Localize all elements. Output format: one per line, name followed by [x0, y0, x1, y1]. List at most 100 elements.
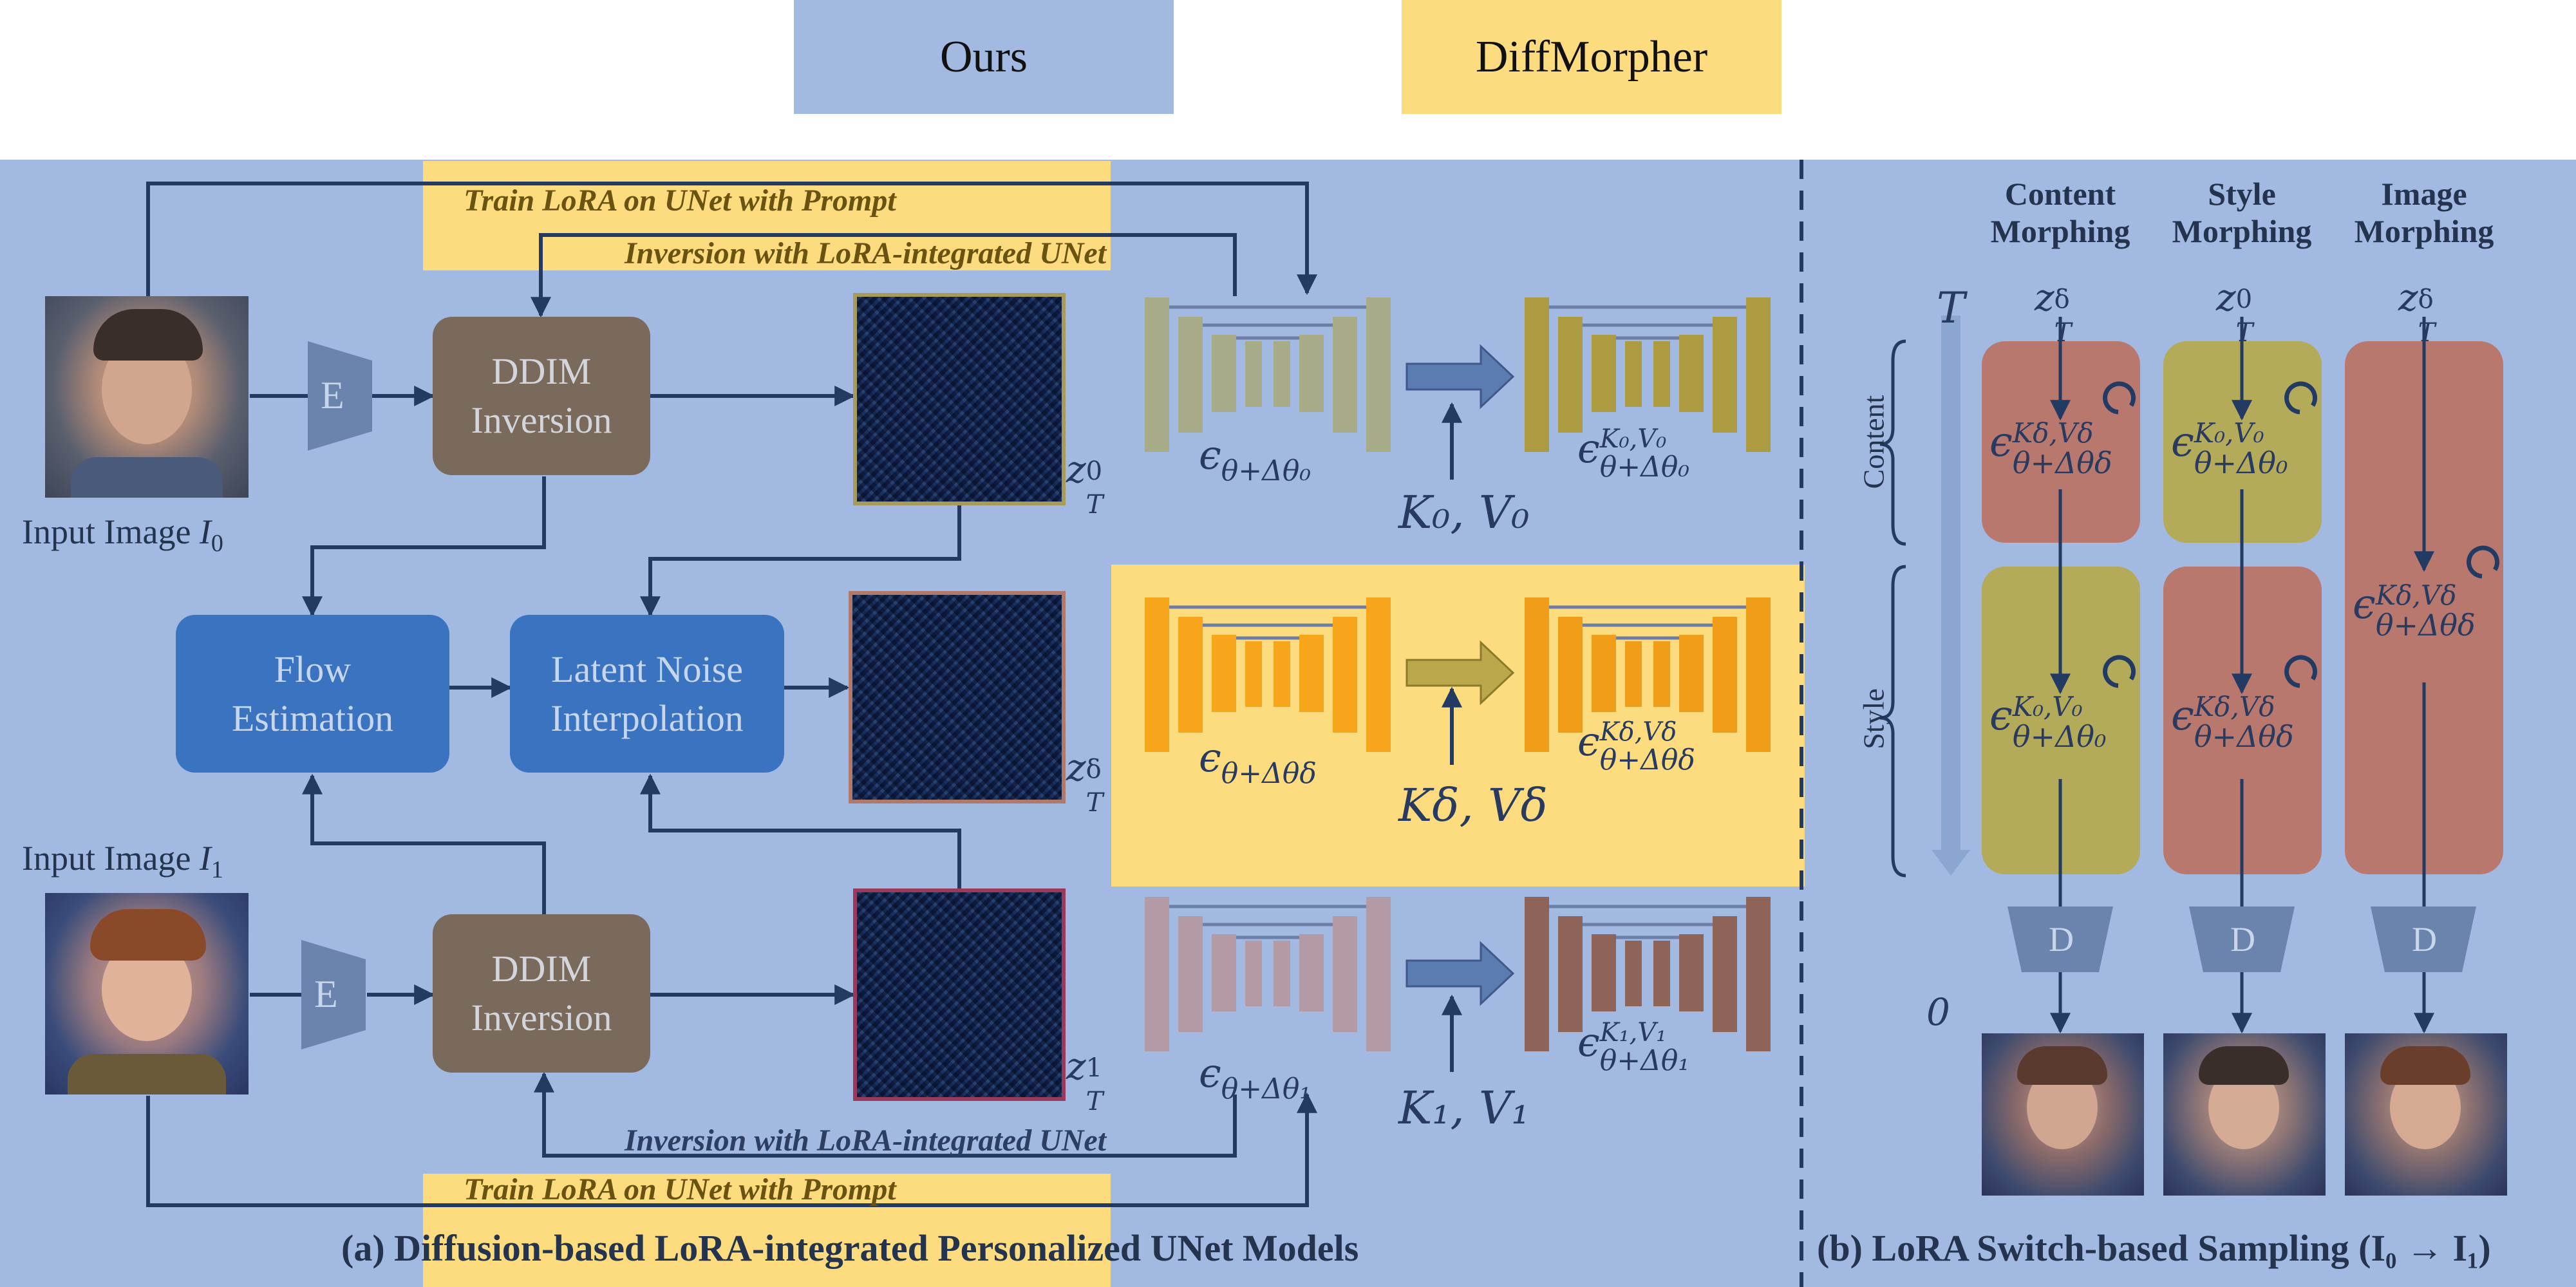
z-mid-sup: δ: [1086, 755, 1102, 784]
ddim-inversion-bottom: DDIM Inversion: [433, 914, 650, 1073]
flow-line1: Flow: [274, 648, 352, 690]
input-label-1-sub: 1: [211, 856, 223, 883]
input-label-0: Input Image I0: [22, 512, 223, 558]
input-label-0-sym: I: [199, 512, 211, 551]
arrow-train-bottom: [146, 1092, 1317, 1207]
z-bot-sub: T: [1086, 1087, 1104, 1116]
block-style-1: [2163, 341, 2322, 543]
eps-bottom-right: ϵ K₁,V₁ θ+Δθ₁: [1577, 1018, 1689, 1077]
eps-c2-sub: θ+Δθ₀: [2012, 719, 2107, 754]
z-style-sub: T: [2235, 318, 2253, 348]
z-style-sup: 0: [2235, 285, 2253, 314]
z-mid-sub: T: [1086, 788, 1104, 818]
kv-bottom: K₁, V₁: [1398, 1082, 1530, 1134]
eps-s2-sub: θ+Δθδ: [2194, 719, 2294, 754]
eps-i-sub: θ+Δθδ: [2375, 608, 2476, 643]
legend-diffmorpher-label: DiffMorpher: [1475, 32, 1708, 82]
z-top-base: z: [1066, 447, 1086, 491]
noise-mid: [849, 591, 1066, 803]
z-mid-base: z: [1066, 746, 1086, 789]
eps-s1-sub: θ+Δθ₀: [2194, 446, 2288, 480]
arrow-ddim-flow-top: [302, 476, 546, 617]
eps-bottom-right-sub: θ+Δθ₁: [1599, 1044, 1689, 1077]
arrow-ddim-flow-bottom: [302, 773, 546, 914]
t-axis-arrow: [1932, 315, 1970, 876]
eps-style-2: ϵ Kδ,Vδ θ+Δθδ: [2171, 691, 2294, 754]
label-inversion-bottom: Inversion with LoRA-integrated UNet: [625, 1123, 1107, 1158]
unet-bottom-left: [1145, 897, 1391, 1051]
input-image-1: [45, 893, 249, 1094]
input-label-0-text: Input Image: [22, 512, 191, 551]
eps-s2-sup: Kδ,Vδ: [2194, 691, 2275, 722]
eps-i-sup: Kδ,Vδ: [2375, 579, 2457, 611]
t-axis-bottom: 0: [1926, 990, 1950, 1034]
eps-mid-left-sub: θ+Δθδ: [1221, 757, 1317, 790]
eps-bottom-left: ϵθ+Δθ₁: [1199, 1049, 1311, 1105]
flow-line2: Estimation: [231, 697, 394, 739]
z-top-sub: T: [1086, 490, 1104, 520]
ddim-bottom-line2: Inversion: [471, 997, 612, 1038]
input-label-0-sub: 0: [211, 529, 223, 557]
highlight-unet-mid: [1111, 565, 1805, 887]
eps-mid-left: ϵθ+Δθδ: [1199, 734, 1317, 790]
decoder-content-label: D: [2049, 920, 2074, 959]
header-image-line2: Morphing: [2354, 213, 2494, 249]
z-image-base: z: [2398, 276, 2418, 319]
loop-icons: [2103, 381, 2499, 688]
caption-right: (b) LoRA Switch-based Sampling (I₀ → I₁): [1817, 1227, 2491, 1269]
encoder-bottom-label: E: [314, 973, 338, 1015]
ddim-top-line1: DDIM: [491, 350, 592, 392]
highlight-train-top: [423, 161, 1111, 270]
arrow-inversion-bottom: [534, 1071, 1237, 1158]
noise-top: [853, 293, 1066, 505]
latent-line1: Latent Noise: [551, 648, 743, 690]
input-label-1-sym: I: [199, 839, 211, 878]
label-train-bottom: Train LoRA on UNet with Prompt: [464, 1172, 896, 1207]
eps-mid-right-sub: θ+Δθδ: [1599, 744, 1695, 776]
highlight-train-bottom: [423, 1174, 1111, 1287]
eps-top-right-sub: θ+Δθ₀: [1599, 451, 1689, 484]
arrow-train-top: [146, 182, 1317, 296]
eps-top-left: ϵθ+Δθ₀: [1199, 431, 1311, 487]
eps-bottom-left-sub: θ+Δθ₁: [1221, 1073, 1311, 1105]
block-image: [2345, 341, 2503, 874]
label-content: Content: [1857, 395, 1890, 489]
eps-top-right: ϵ K₀,V₀ θ+Δθ₀: [1577, 424, 1689, 484]
legend-ours: Ours: [794, 0, 1174, 114]
arrow-noise-latent-top: [640, 502, 961, 617]
decoder-style-label: D: [2230, 920, 2255, 959]
eps-image: ϵ Kδ,Vδ θ+Δθδ: [2353, 579, 2476, 643]
input-label-1: Input Image I1: [22, 838, 223, 884]
z-style-base: z: [2216, 276, 2236, 319]
header-image-line1: Image: [2381, 176, 2467, 212]
kv-top: K₀, V₀: [1398, 486, 1530, 539]
unet-transfer-arrows: [1406, 344, 1515, 1006]
decoder-image-label: D: [2412, 920, 2437, 959]
arrow-noise-latent-bottom: [640, 773, 961, 888]
decoder-style-shape: [2189, 907, 2295, 972]
encoder-bottom-shape: [301, 940, 366, 1049]
noise-bottom: [853, 888, 1066, 1101]
legend-diffmorpher: DiffMorpher: [1402, 0, 1782, 114]
unet-top-left: [1145, 297, 1391, 452]
z-bot-sup: 1: [1086, 1053, 1103, 1083]
unet-mid-right: [1525, 597, 1771, 752]
eps-content-2: ϵ K₀,V₀ θ+Δθ₀: [1989, 691, 2107, 754]
input-image-0: [45, 296, 249, 498]
caption-left: (a) Diffusion-based LoRA-integrated Pers…: [341, 1227, 1359, 1269]
z-top-sup: 0: [1086, 456, 1103, 486]
latent-noise-interpolation: Latent Noise Interpolation: [510, 615, 784, 773]
t-axis-top: T: [1937, 283, 1966, 333]
z-image-sup: δ: [2418, 285, 2434, 314]
header-style-morphing: Style Morphing: [2152, 175, 2332, 250]
eps-c2-sup: K₀,V₀: [2012, 691, 2083, 722]
eps-content-1: ϵ Kδ,Vδ θ+Δθδ: [1989, 417, 2112, 480]
eps-top-right-sup: K₀,V₀: [1599, 424, 1667, 454]
legend-ours-label: Ours: [939, 32, 1028, 82]
output-content-image: [1982, 1033, 2144, 1196]
